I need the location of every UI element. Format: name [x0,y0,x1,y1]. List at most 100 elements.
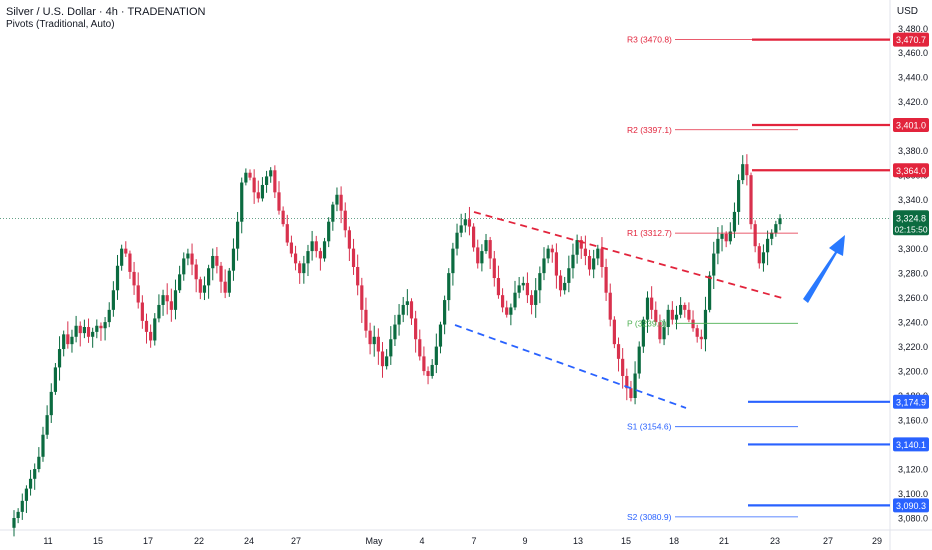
candle[interactable] [633,361,637,405]
candle[interactable] [28,469,33,496]
candle[interactable] [579,236,583,259]
candle[interactable] [612,316,616,349]
candle[interactable] [567,255,571,293]
candle[interactable] [451,242,455,286]
candle[interactable] [500,288,505,313]
candle[interactable] [401,296,405,323]
candle[interactable] [472,223,476,252]
candle[interactable] [227,267,231,297]
candle[interactable] [186,248,190,266]
candle[interactable] [674,305,679,330]
candle[interactable] [695,324,699,343]
candle[interactable] [426,366,430,385]
candle[interactable] [169,288,173,322]
candle[interactable] [132,261,136,295]
indicator-label[interactable]: Pivots (Traditional, Auto) [6,19,115,30]
candle[interactable] [596,244,600,266]
candle[interactable] [455,223,459,256]
candle[interactable] [480,244,484,272]
candle[interactable] [53,363,58,395]
candle[interactable] [712,241,716,289]
candle[interactable] [33,463,37,490]
candle[interactable] [587,249,592,276]
candle[interactable] [49,383,53,423]
candle[interactable] [281,206,285,227]
candle[interactable] [434,333,438,374]
candle[interactable] [99,322,103,341]
candle[interactable] [219,261,223,293]
candle[interactable] [616,337,621,372]
support-trendline[interactable] [454,324,687,409]
candle[interactable] [165,283,169,315]
candle[interactable] [385,349,389,370]
candle[interactable] [757,243,761,269]
candle[interactable] [389,326,393,365]
candle[interactable] [418,329,422,361]
candle[interactable] [314,235,318,258]
candle[interactable] [124,241,128,257]
candle[interactable] [447,268,451,311]
candle[interactable] [517,277,521,299]
candle[interactable] [608,283,612,327]
candle[interactable] [538,266,542,304]
candle[interactable] [339,186,343,224]
candle[interactable] [583,235,587,266]
candle[interactable] [91,327,95,348]
candle[interactable] [318,247,322,271]
candle[interactable] [41,426,45,462]
candle[interactable] [732,202,737,239]
candle[interactable] [310,230,314,261]
candle[interactable] [720,225,724,252]
candle[interactable] [182,252,186,281]
candle[interactable] [78,321,82,347]
candle[interactable] [476,239,480,269]
candle[interactable] [252,169,256,204]
candle[interactable] [372,325,376,357]
candle[interactable] [546,245,550,264]
candle[interactable] [488,236,492,270]
candle[interactable] [724,231,728,248]
candle[interactable] [774,220,778,237]
candle[interactable] [173,279,178,320]
currency-label[interactable]: USD [896,6,918,17]
candle[interactable] [111,281,115,317]
candle[interactable] [716,227,720,265]
candle[interactable] [550,244,554,263]
candle[interactable] [770,229,774,246]
candle[interactable] [161,289,165,316]
candle[interactable] [289,235,294,258]
candle[interactable] [128,250,132,279]
candle[interactable] [331,201,335,231]
candle[interactable] [521,276,525,291]
candle[interactable] [765,230,770,266]
candle[interactable] [600,237,604,278]
candle[interactable] [45,405,49,439]
candle[interactable] [687,302,691,323]
candle[interactable] [356,254,360,296]
candle[interactable] [604,258,608,301]
candle[interactable] [260,177,265,202]
candle[interactable] [393,314,397,347]
candle[interactable] [625,368,629,401]
candle[interactable] [269,167,273,183]
candle[interactable] [223,269,227,299]
candle[interactable] [592,249,596,279]
candle[interactable] [575,234,579,264]
candle[interactable] [778,214,782,231]
candle[interactable] [637,341,641,379]
candle[interactable] [256,180,260,203]
candle[interactable] [691,310,695,332]
candle[interactable] [235,211,240,261]
candle[interactable] [679,297,683,319]
candle[interactable] [670,301,674,325]
candle[interactable] [563,276,567,295]
candle[interactable] [761,244,766,272]
candle[interactable] [157,294,161,323]
candle[interactable] [376,328,380,365]
candle[interactable] [211,248,215,281]
candle[interactable] [136,272,140,309]
candle[interactable] [120,244,124,271]
candle[interactable] [405,289,409,316]
candle[interactable] [529,290,534,315]
